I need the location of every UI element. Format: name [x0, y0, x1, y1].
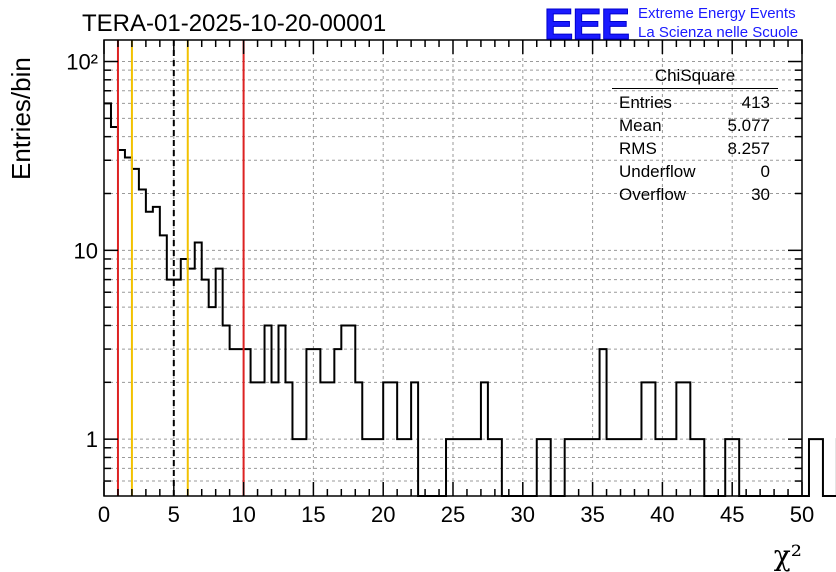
stats-row-value: 413 [741, 93, 770, 112]
stats-row: Entries 413 [612, 91, 778, 114]
stats-row-label: Overflow [619, 185, 687, 204]
logo-line-1: Extreme Energy Events [638, 5, 796, 22]
y-axis-label: Entries/bin [6, 57, 36, 180]
x-axis-label: χ² [774, 539, 802, 572]
stats-rows: Entries 413 Mean 5.077 RMS 8.257 Underflow 0 Ove… [612, 91, 778, 206]
y-tick-label: 1 [86, 427, 98, 452]
x-tick-label: 25 [441, 502, 465, 527]
histogram-outline [104, 102, 836, 497]
stats-row-label: Mean [619, 116, 662, 135]
x-tick-label: 20 [371, 502, 395, 527]
stats-row-label: Entries [619, 93, 672, 112]
y-tick-label: 10² [66, 50, 98, 75]
logo-line-2: La Scienza nelle Scuole [638, 24, 799, 41]
stats-row-value: 30 [751, 185, 770, 204]
stats-title: ChiSquare [612, 66, 778, 89]
x-axis: 0 5 10 15 20 25 30 35 40 45 50 [98, 40, 814, 527]
stats-row-value: 5.077 [727, 116, 770, 135]
stats-row: RMS 8.257 [612, 137, 778, 160]
y-tick-label: 10 [74, 238, 98, 263]
reference-lines [116, 40, 245, 496]
x-tick-label: 10 [231, 502, 255, 527]
x-tick-label: 15 [301, 502, 325, 527]
stats-row-label: RMS [619, 139, 657, 158]
y-axis: 1 10 10² [66, 50, 802, 482]
x-tick-label: 5 [168, 502, 180, 527]
x-tick-label: 45 [720, 502, 744, 527]
stats-box: ChiSquare Entries 413 Mean 5.077 RMS 8.257 Und… [612, 66, 778, 206]
stats-row: Mean 5.077 [612, 114, 778, 137]
x-tick-label: 40 [650, 502, 674, 527]
x-tick-label: 50 [790, 502, 814, 527]
x-tick-label: 0 [98, 502, 110, 527]
eee-logo-mark: EEE [543, 0, 630, 50]
stats-row: Underflow 0 [612, 160, 778, 183]
stats-row-value: 0 [760, 162, 770, 181]
stats-row-value: 8.257 [727, 139, 770, 158]
stats-row-label: Underflow [619, 162, 696, 181]
chart-title: TERA-01-2025-10-20-00001 [82, 10, 387, 37]
x-tick-label: 35 [580, 502, 604, 527]
histogram-series [104, 102, 836, 497]
stats-row: Overflow 30 [612, 183, 778, 206]
eee-logo-text: Extreme Energy Events La Scienza nelle S… [638, 4, 798, 42]
x-tick-label: 30 [511, 502, 535, 527]
